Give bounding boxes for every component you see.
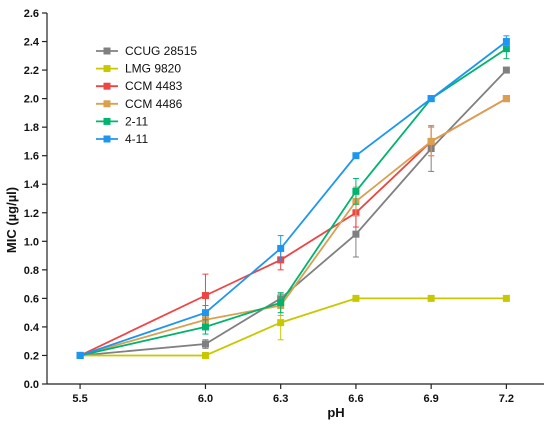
legend-marker [103, 117, 111, 125]
data-point [352, 152, 360, 160]
data-point [352, 294, 360, 302]
legend-marker [103, 135, 111, 143]
legend-item: CCUG 28515 [96, 44, 197, 58]
y-tick-label: 1.6 [24, 151, 39, 163]
y-tick-label: 2.2 [24, 65, 39, 77]
data-point [277, 244, 285, 252]
y-tick-label: 0.8 [24, 265, 39, 277]
series-line [79, 47, 507, 357]
y-tick-label: 1.4 [24, 179, 40, 191]
series-line [79, 40, 507, 357]
series-line [79, 97, 507, 357]
y-tick-label: 1.0 [24, 236, 39, 248]
legend: CCUG 28515 LMG 9820 CCM 4483 CCM 4486 2-11 4-… [96, 44, 197, 146]
legend-item: 2-11 [96, 114, 148, 128]
y-tick-label: 2.6 [24, 8, 39, 20]
data-point [201, 323, 209, 331]
data-point [427, 95, 435, 103]
y-axis-ticks: 0.0 0.2 0.4 0.6 0.8 1.0 1.2 1.4 1.6 1.8 2.0 2.2 2.4 2… [24, 8, 47, 391]
legend-marker [103, 82, 111, 90]
legend-label: CCM 4483 [125, 79, 183, 93]
legend-marker [103, 65, 111, 73]
data-point [277, 299, 285, 307]
series-line [80, 69, 508, 357]
series-layer [76, 35, 510, 359]
legend-label: LMG 9820 [125, 62, 181, 76]
legend-marker [103, 47, 111, 55]
x-tick-label: 7.2 [499, 393, 514, 405]
legend-item: CCM 4483 [96, 79, 183, 93]
x-axis-ticks: 5.5 6.0 6.3 6.6 6.9 7.2 [72, 384, 514, 405]
y-tick-label: 2.0 [24, 94, 39, 106]
legend-label: 4-11 [125, 132, 148, 146]
data-point [427, 137, 435, 145]
data-point [277, 319, 285, 327]
x-axis-title: pH [327, 405, 344, 420]
data-point [201, 351, 209, 359]
x-tick-label: 5.5 [72, 393, 87, 405]
x-tick-label: 6.9 [424, 393, 439, 405]
data-point [502, 45, 510, 53]
legend-item: CCM 4486 [96, 97, 183, 111]
data-point [201, 292, 209, 300]
y-tick-label: 0.0 [24, 379, 39, 391]
y-tick-label: 1.2 [24, 208, 39, 220]
y-axis-title: MIC (µg/µl) [4, 187, 19, 253]
legend-label: CCUG 28515 [125, 44, 197, 58]
data-point [502, 95, 510, 103]
legend-item: 4-11 [96, 132, 148, 146]
y-tick-label: 0.4 [24, 322, 40, 334]
data-point [502, 66, 510, 74]
legend-marker [103, 100, 111, 108]
data-point [427, 294, 435, 302]
axes [46, 13, 544, 385]
legend-label: 2-11 [125, 114, 148, 128]
data-point [352, 187, 360, 195]
data-point [502, 38, 510, 46]
y-tick-label: 2.4 [24, 37, 40, 49]
data-point [502, 294, 510, 302]
data-point [352, 230, 360, 238]
y-tick-label: 0.6 [24, 293, 39, 305]
y-tick-label: 0.2 [24, 350, 39, 362]
series-4-11 [76, 35, 510, 359]
data-point [201, 340, 209, 348]
series-line [80, 297, 507, 357]
x-tick-label: 6.0 [198, 393, 213, 405]
x-tick-label: 6.3 [273, 393, 288, 405]
data-point [76, 351, 84, 359]
legend-item: LMG 9820 [96, 62, 181, 76]
legend-label: CCM 4486 [125, 97, 183, 111]
x-tick-label: 6.6 [348, 393, 363, 405]
data-point [201, 309, 209, 317]
y-tick-label: 1.8 [24, 122, 39, 134]
